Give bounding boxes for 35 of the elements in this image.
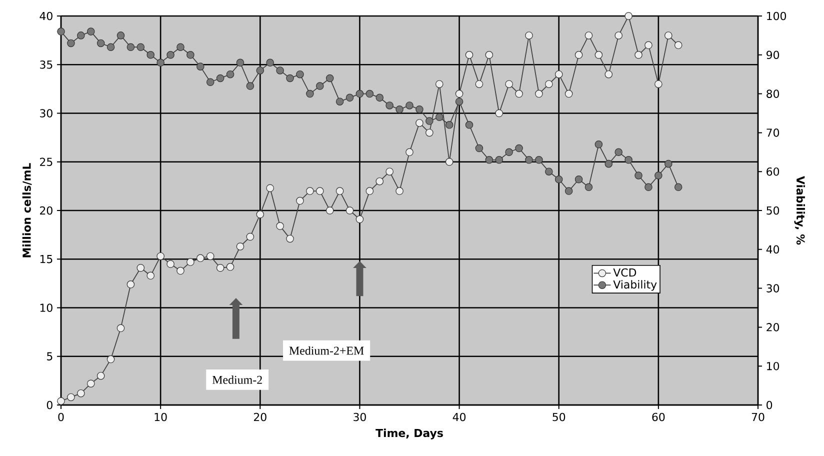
y-tick-label: 15 [40,255,52,264]
y-tick-label: 10 [40,304,52,312]
y-tick-label: 35 [40,60,52,69]
legend-label: Viability [613,280,657,291]
x-tick-label: 50 [552,412,566,422]
y-tick-label: 0 [46,400,52,410]
y2-tick-label: 80 [766,90,780,98]
y2-tick-label: 20 [766,323,780,332]
y2-tick-label: 50 [766,206,780,215]
y-tick-label: 40 [40,12,52,20]
x-axis-title: Time, Days [376,428,443,440]
x-tick-label: 60 [652,412,665,422]
y2-tick-label: 70 [766,128,780,137]
y2-tick-label: 100 [767,12,786,20]
x-tick-label: 70 [752,412,764,422]
x-tick-label: 20 [254,412,266,422]
annotation: Medium-2 [212,376,262,384]
y2-tick-label: 90 [766,50,780,60]
legend-label: VCD [613,268,636,277]
y2-tick-label: 60 [766,167,780,176]
y-tick-label: 5 [47,352,52,360]
x-tick-label: 10 [154,412,167,422]
y-tick-label: 30 [40,109,52,118]
y2-tick-label: 30 [766,284,780,292]
x-tick-label: 30 [354,412,366,422]
y2-tick-label: 10 [767,362,780,370]
y2-tick-label: 40 [766,245,780,254]
x-tick-label: 40 [452,412,466,422]
y2-tick-label: 0 [766,400,772,410]
y-axis-title: Million cells/mL [22,163,32,258]
y-tick-label: 20 [40,206,52,215]
y-tick-label: 25 [40,158,52,166]
annotation: Medium-2+EM [289,346,364,355]
x-tick-label: 0 [58,412,64,422]
y2-axis-title: Viability, % [794,176,805,245]
